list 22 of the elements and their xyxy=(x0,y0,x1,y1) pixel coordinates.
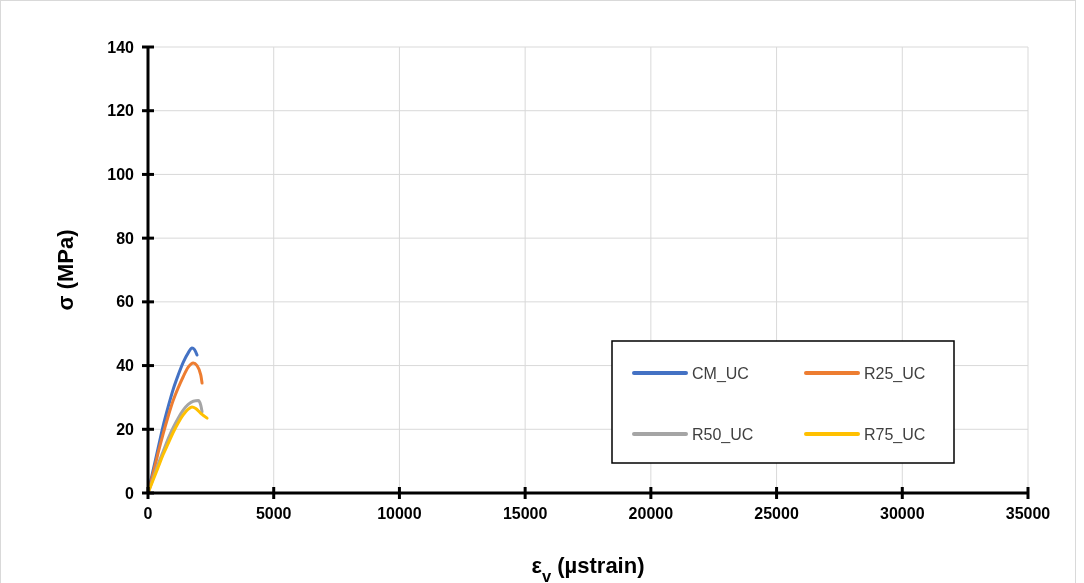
x-tick-label: 10000 xyxy=(377,505,422,522)
y-tick-label: 120 xyxy=(107,102,135,120)
x-tick-label: 35000 xyxy=(1005,505,1051,522)
x-tick-label: 20000 xyxy=(628,505,674,522)
x-tick-label: 25000 xyxy=(754,505,799,522)
x-axis-title: ε$_{v}$ (µstrain) xyxy=(531,553,645,583)
y-tick-label: 80 xyxy=(116,229,135,247)
y-tick-label: 0 xyxy=(125,484,135,502)
x-tick-label: 0 xyxy=(143,505,153,522)
legend-label: R50_UC xyxy=(692,425,754,444)
y-axis-title: σ (MPa) xyxy=(53,229,78,311)
x-tick-label: 30000 xyxy=(880,505,925,522)
legend-label: R75_UC xyxy=(864,425,926,444)
y-tick-label: 60 xyxy=(116,293,135,311)
y-tick-label: 40 xyxy=(116,357,135,375)
y-tick-label: 20 xyxy=(116,420,135,438)
legend-label: R25_UC xyxy=(864,364,926,383)
x-tick-label: 15000 xyxy=(502,505,548,522)
legend-label: CM_UC xyxy=(692,364,749,383)
y-tick-label: 140 xyxy=(107,38,135,56)
y-tick-label: 100 xyxy=(107,166,135,184)
x-tick-label: 5000 xyxy=(255,505,292,522)
